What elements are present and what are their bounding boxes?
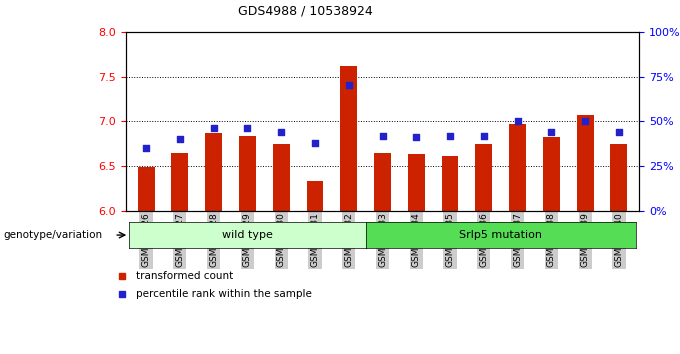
Text: percentile rank within the sample: percentile rank within the sample xyxy=(136,289,312,299)
Point xyxy=(275,129,286,135)
Bar xyxy=(577,115,594,211)
Bar xyxy=(239,136,256,211)
Point xyxy=(580,118,591,124)
Point xyxy=(613,129,624,135)
Bar xyxy=(475,144,492,211)
Bar xyxy=(340,66,357,211)
Point xyxy=(141,145,152,151)
Bar xyxy=(408,154,425,211)
Point xyxy=(512,118,523,124)
Point xyxy=(479,133,490,138)
Bar xyxy=(171,153,188,211)
Point xyxy=(208,126,219,131)
Point xyxy=(411,135,422,140)
Text: transformed count: transformed count xyxy=(136,271,233,281)
Bar xyxy=(441,156,458,211)
Bar xyxy=(273,144,290,211)
Bar xyxy=(509,124,526,211)
Point xyxy=(377,133,388,138)
Text: GDS4988 / 10538924: GDS4988 / 10538924 xyxy=(238,5,373,18)
Bar xyxy=(611,144,628,211)
Point xyxy=(445,133,456,138)
Bar xyxy=(543,137,560,211)
Point xyxy=(546,129,557,135)
Point xyxy=(174,136,185,142)
Bar xyxy=(374,153,391,211)
Bar xyxy=(307,181,324,211)
Point xyxy=(242,126,253,131)
Text: Srlp5 mutation: Srlp5 mutation xyxy=(459,230,542,240)
Bar xyxy=(205,133,222,211)
Bar xyxy=(137,167,154,211)
Text: genotype/variation: genotype/variation xyxy=(3,230,103,240)
Text: wild type: wild type xyxy=(222,230,273,240)
Point xyxy=(309,140,320,145)
Point xyxy=(343,82,354,88)
